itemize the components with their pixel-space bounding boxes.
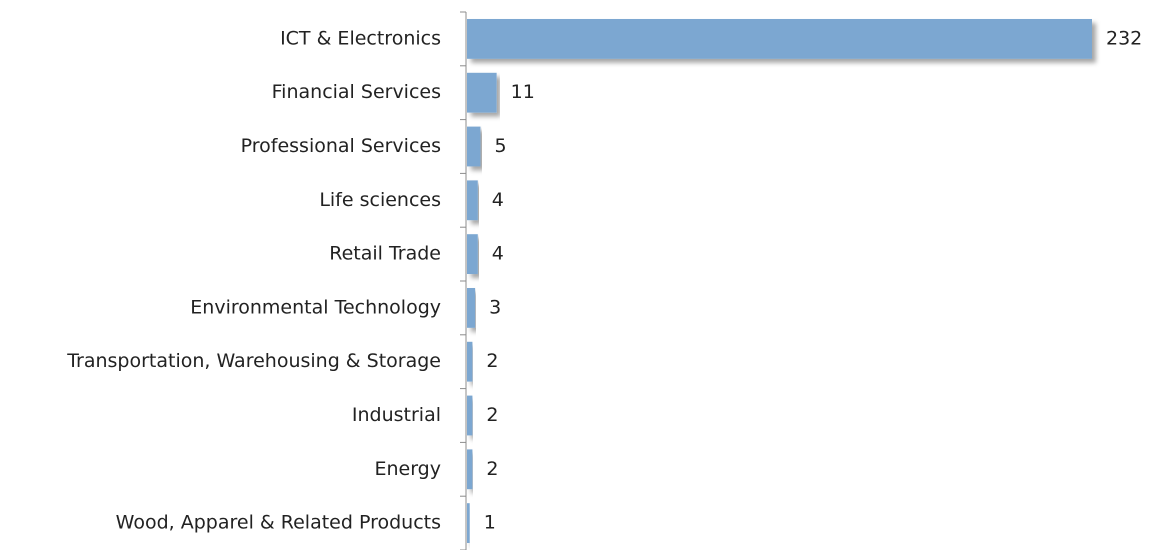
- value-label: 4: [492, 189, 504, 211]
- value-label: 4: [492, 243, 504, 265]
- bar: [467, 287, 476, 328]
- bar: [467, 341, 473, 382]
- y-tick-label: Professional Services: [241, 135, 441, 157]
- bar: [467, 180, 478, 221]
- y-tick-label: Life sciences: [319, 189, 441, 211]
- bar: [467, 18, 1092, 59]
- y-tick-label: Environmental Technology: [190, 296, 441, 318]
- y-tick-label: Energy: [374, 458, 441, 480]
- y-tick-label: Wood, Apparel & Related Products: [116, 512, 441, 534]
- value-label: 3: [489, 296, 501, 318]
- y-tick-label: Retail Trade: [329, 243, 441, 265]
- bar: [467, 503, 470, 544]
- y-tick-label: Transportation, Warehousing & Storage: [66, 350, 441, 372]
- y-tick-label: ICT & Electronics: [280, 27, 441, 49]
- value-label: 1: [484, 512, 496, 534]
- bar: [467, 395, 473, 436]
- value-label: 5: [494, 135, 506, 157]
- value-label: 2: [486, 350, 498, 372]
- bar: [467, 449, 473, 490]
- value-label: 232: [1106, 27, 1142, 49]
- y-tick-label: Financial Services: [272, 81, 441, 103]
- value-label: 11: [511, 81, 535, 103]
- value-label: 2: [486, 404, 498, 426]
- bar: [467, 234, 478, 275]
- bar: [467, 72, 497, 113]
- bar: [467, 126, 481, 167]
- y-tick-label: Industrial: [352, 404, 441, 426]
- value-label: 2: [486, 458, 498, 480]
